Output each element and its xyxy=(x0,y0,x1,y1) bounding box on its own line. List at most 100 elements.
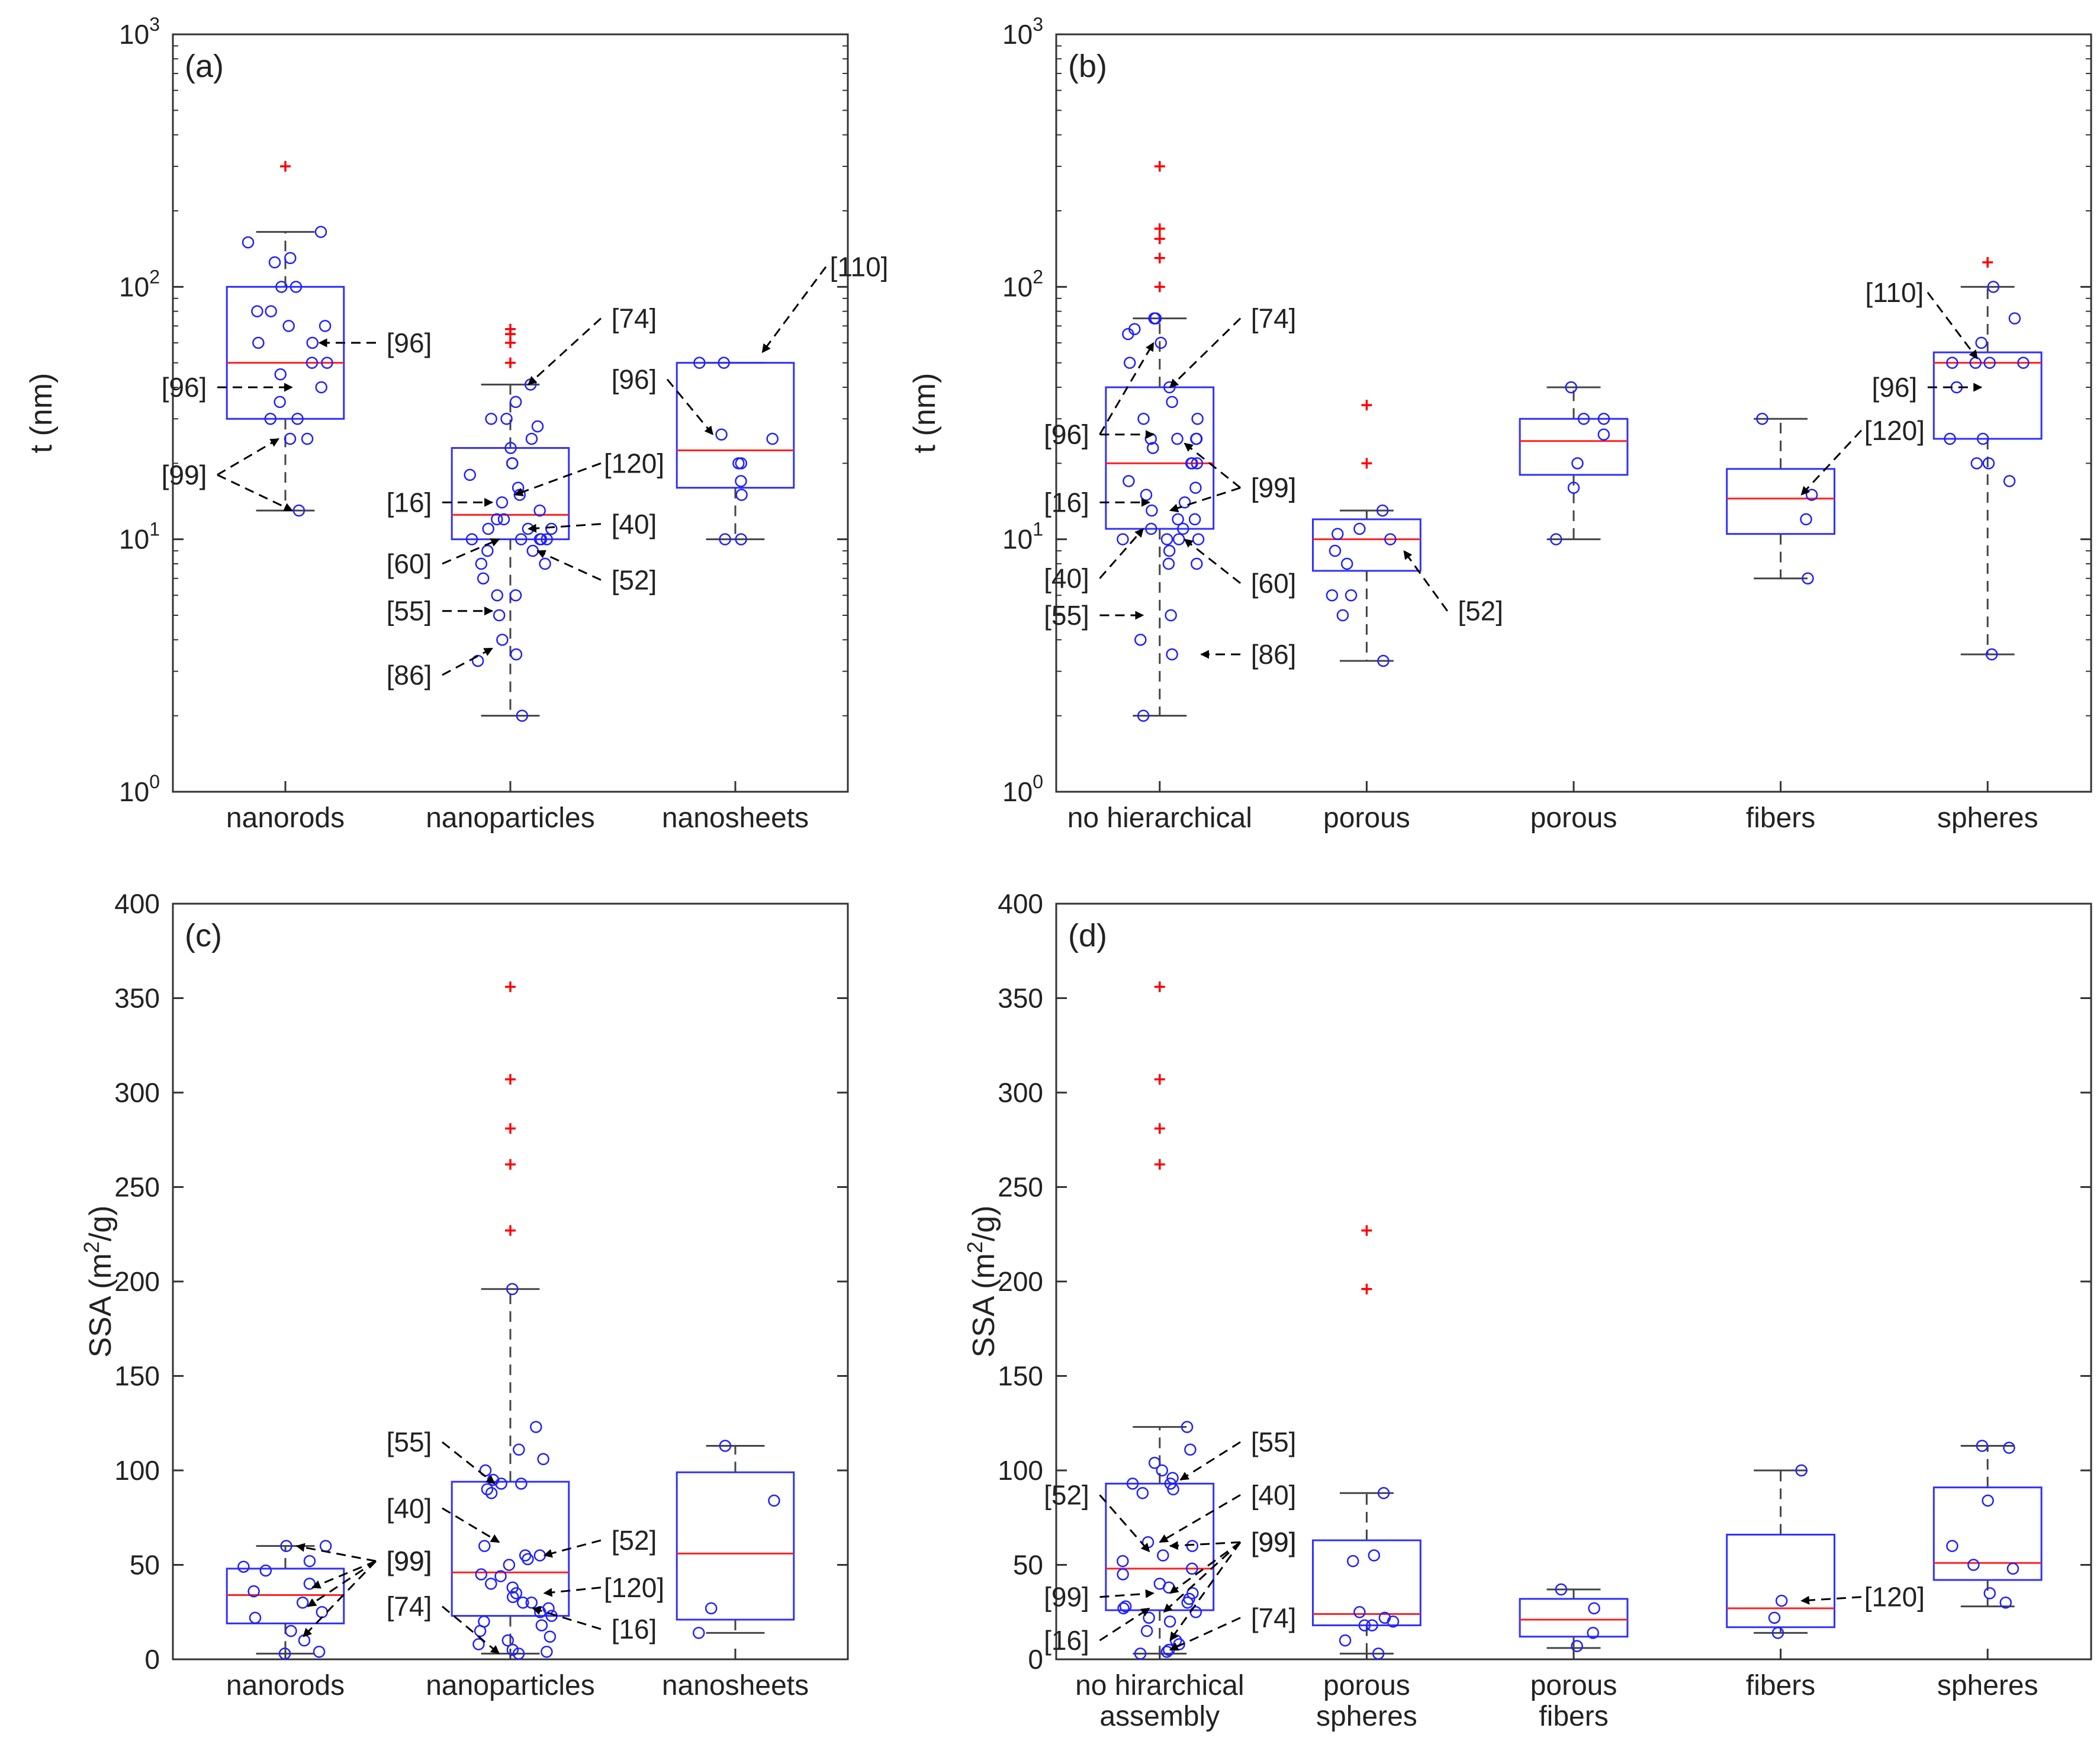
data-point xyxy=(1987,281,2000,293)
data-point xyxy=(1181,1421,1194,1433)
iqr-box xyxy=(451,1480,570,1617)
annotation-arrow xyxy=(528,317,602,386)
data-point xyxy=(268,256,281,269)
data-point xyxy=(1999,1597,2012,1609)
annotation-arrow xyxy=(1169,1541,1241,1550)
data-point xyxy=(1775,1594,1788,1607)
data-point xyxy=(1137,709,1150,722)
data-point xyxy=(1597,428,1610,441)
annotation-label: [52] xyxy=(612,564,657,595)
data-point xyxy=(539,557,551,570)
y-axis-label: t (nm) xyxy=(24,373,59,454)
data-point xyxy=(491,513,503,526)
annotation-label: [16] xyxy=(612,1614,657,1645)
box-group xyxy=(676,356,795,545)
reference-annotation: [99] xyxy=(162,438,279,490)
outlier-marker xyxy=(1154,1123,1165,1134)
data-point xyxy=(1800,513,1812,526)
y-axis-label: t (nm) xyxy=(908,373,942,454)
iqr-box xyxy=(1312,1539,1422,1627)
annotation-label: [99] xyxy=(1251,473,1297,503)
annotation-label: [120] xyxy=(1864,1582,1925,1613)
data-point xyxy=(1186,1540,1199,1552)
iqr-box xyxy=(226,1568,345,1624)
annotation-arrow xyxy=(1927,291,1978,359)
data-point xyxy=(303,1554,316,1568)
box-group xyxy=(1519,1583,1629,1652)
annotation-label: [60] xyxy=(387,548,432,579)
reference-annotation: [99] xyxy=(295,1543,432,1576)
data-point xyxy=(1346,1554,1359,1568)
outlier-marker xyxy=(1361,400,1372,411)
y-tick-label: 150 xyxy=(998,1361,1043,1392)
data-point xyxy=(2003,1441,2015,1454)
y-tick-label: 100 xyxy=(119,771,160,807)
data-point xyxy=(1186,1562,1198,1575)
reference-annotation: [52] xyxy=(536,550,657,595)
annotation-arrow xyxy=(1099,1589,1154,1598)
annotation-label: [99] xyxy=(1044,1582,1089,1613)
data-point xyxy=(1353,1606,1366,1618)
data-point xyxy=(1982,457,1995,470)
data-point xyxy=(1192,533,1205,545)
data-point xyxy=(535,1619,548,1631)
data-point xyxy=(768,1494,780,1507)
data-point xyxy=(500,413,513,425)
data-point xyxy=(465,533,478,545)
data-point xyxy=(1166,648,1178,661)
outlier-marker xyxy=(1361,1283,1372,1295)
x-tick-label: spheres xyxy=(1316,1701,1417,1732)
data-point xyxy=(1331,528,1344,540)
data-point xyxy=(291,413,304,425)
data-point xyxy=(305,356,319,369)
box-group xyxy=(1726,413,1835,584)
iqr-box xyxy=(1932,351,2043,440)
data-point xyxy=(515,1478,528,1490)
data-point xyxy=(284,252,297,265)
y-axis-label-part: /g) xyxy=(83,1206,118,1242)
data-point xyxy=(693,356,706,369)
data-point xyxy=(1368,1549,1381,1562)
data-point xyxy=(1172,513,1184,526)
data-point xyxy=(533,504,546,517)
data-point xyxy=(1160,1645,1173,1658)
data-point xyxy=(541,1645,553,1658)
annotation-arrow xyxy=(1403,550,1448,612)
data-point xyxy=(1946,1540,1959,1552)
data-point xyxy=(319,320,332,332)
outlier-marker xyxy=(280,160,291,172)
reference-annotation: [99] xyxy=(1169,1527,1296,1642)
data-point xyxy=(1186,457,1198,470)
data-point xyxy=(1123,475,1135,487)
data-point xyxy=(1353,522,1366,535)
data-point xyxy=(1117,1602,1130,1615)
data-point xyxy=(2003,475,2016,487)
data-point xyxy=(512,1647,525,1660)
panel-label: (a) xyxy=(185,49,224,84)
reference-annotation: [99] xyxy=(303,1546,432,1637)
data-point xyxy=(1160,533,1173,545)
y-tick-exponent: 3 xyxy=(149,14,160,35)
annotation-arrow xyxy=(307,1560,377,1607)
y-tick-label: 200 xyxy=(998,1266,1043,1297)
annotation-label: [110] xyxy=(830,252,889,282)
data-point xyxy=(719,533,731,545)
data-point xyxy=(264,413,277,425)
annotation-arrow xyxy=(1800,1595,1861,1605)
plot-frame xyxy=(1055,902,2092,1661)
annotation-label: [52] xyxy=(612,1525,657,1556)
annotation-label: [99] xyxy=(1251,1527,1297,1557)
data-point xyxy=(506,1643,519,1656)
data-point xyxy=(1165,609,1177,622)
reference-annotation: [96] xyxy=(318,327,432,358)
annotation-arrow xyxy=(1099,1494,1150,1553)
data-point xyxy=(504,442,517,454)
data-point xyxy=(471,654,484,667)
data-point xyxy=(718,356,730,369)
reference-annotation: [74] xyxy=(1169,303,1296,388)
data-point xyxy=(735,457,748,470)
data-point xyxy=(1340,557,1353,570)
reference-annotation: [40] xyxy=(387,1493,500,1543)
reference-annotation: [99] xyxy=(307,1546,432,1607)
box-group xyxy=(451,323,570,722)
